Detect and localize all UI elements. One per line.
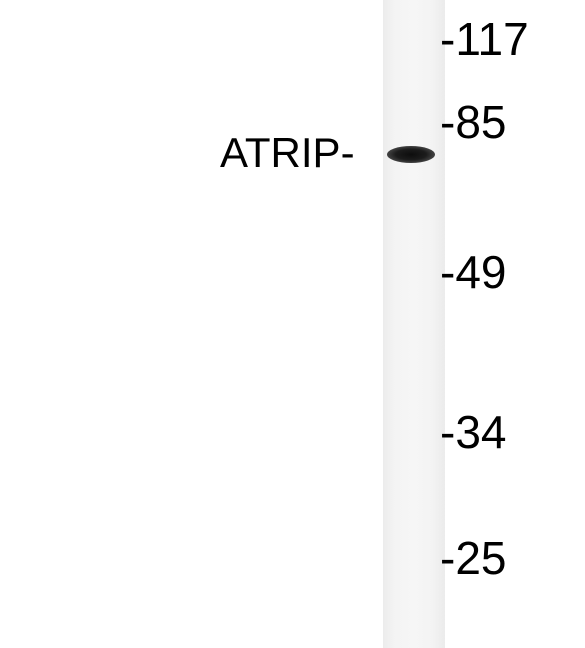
marker-label-34: -34 — [440, 406, 507, 458]
gel-lane — [383, 0, 445, 648]
marker-label-85: -85 — [440, 96, 507, 148]
marker-label-49: -49 — [440, 246, 507, 298]
marker-label-117: -117 — [440, 13, 529, 65]
protein-band — [387, 146, 435, 163]
protein-label: ATRIP- — [220, 129, 355, 176]
marker-label-25: -25 — [440, 532, 507, 584]
